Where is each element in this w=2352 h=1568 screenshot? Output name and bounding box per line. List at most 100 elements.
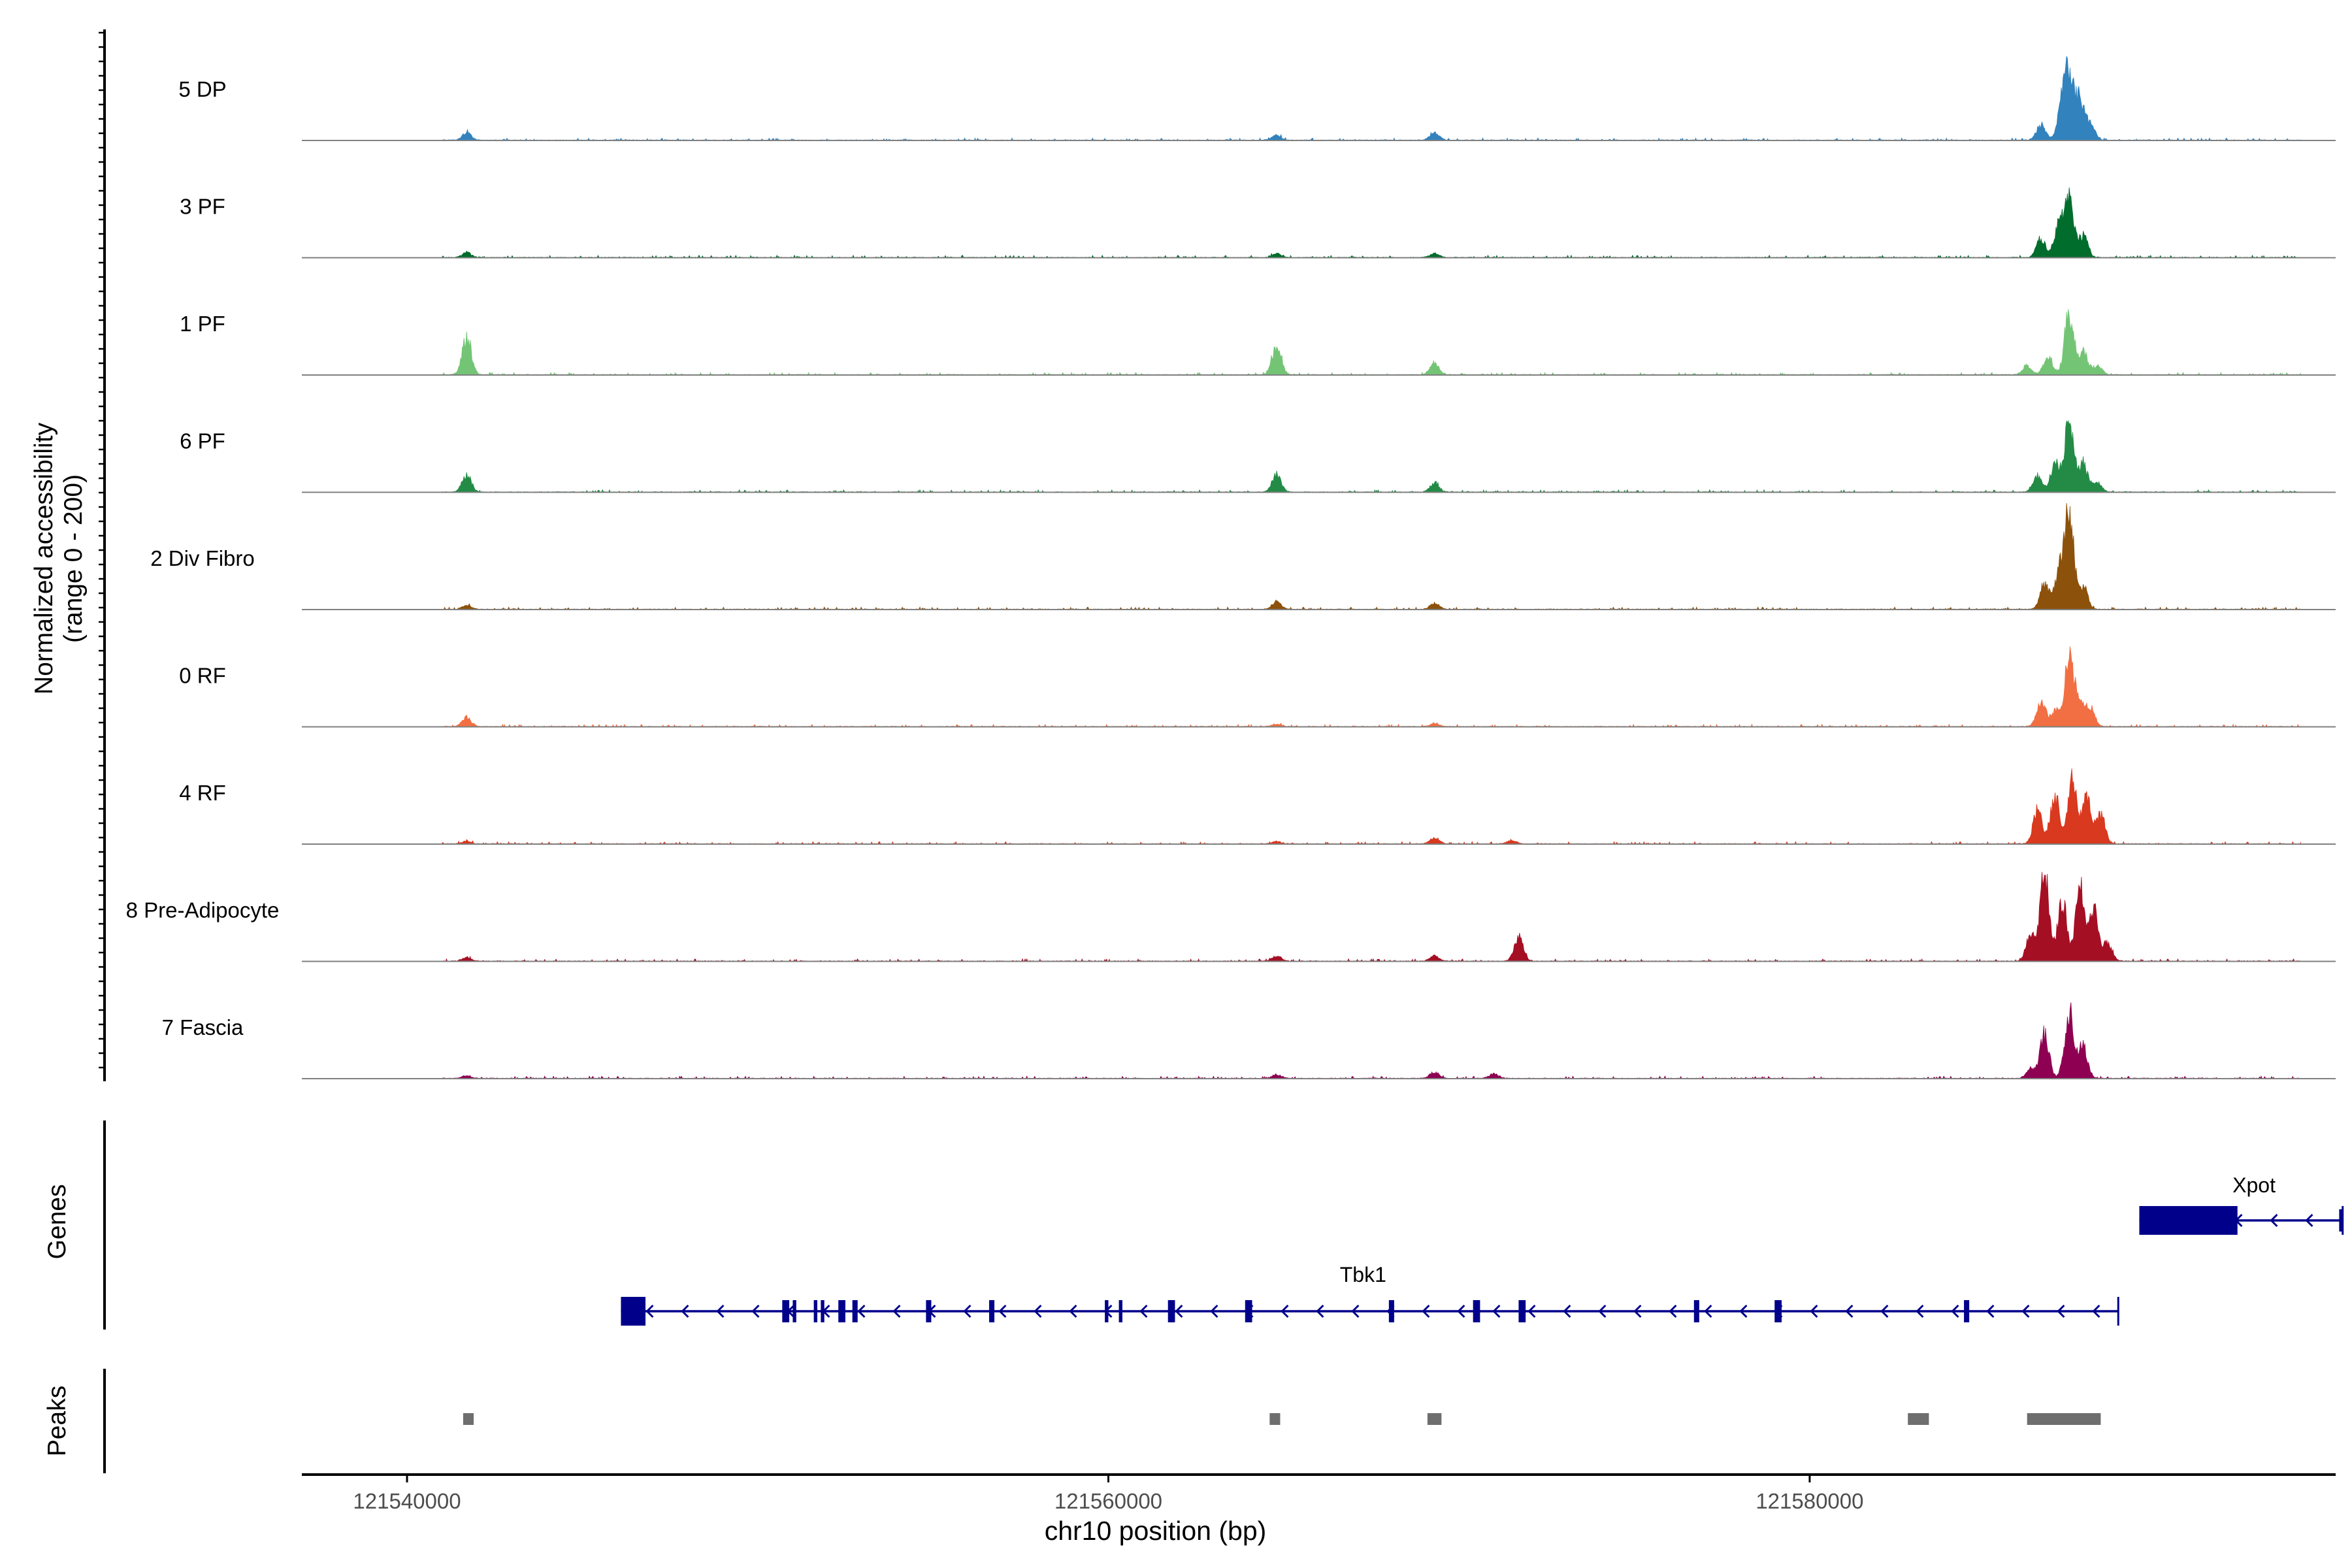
strand-arrow xyxy=(2057,1304,2065,1318)
exon-block xyxy=(782,1300,790,1322)
coverage-track: 8 Pre-Adipocyte xyxy=(126,872,2336,962)
coverage-track: 5 DP xyxy=(178,56,2336,141)
strand-arrow xyxy=(2305,1213,2313,1228)
x-tick-label: 121560000 xyxy=(1054,1489,1162,1513)
coverage-area xyxy=(442,872,2301,962)
exon-block xyxy=(1473,1300,1480,1322)
exon-block xyxy=(838,1300,845,1322)
coverage-area xyxy=(442,768,2301,845)
coverage-area xyxy=(442,503,2301,610)
track-label: 6 PF xyxy=(180,429,225,453)
exon-block xyxy=(821,1300,825,1322)
exon-block xyxy=(2139,1206,2238,1235)
x-tick-label: 121540000 xyxy=(353,1489,461,1513)
strand-arrow xyxy=(716,1304,725,1318)
strand-arrow xyxy=(1139,1304,1148,1318)
x-tick-label: 121580000 xyxy=(1756,1489,1863,1513)
exon-block xyxy=(1774,1300,1782,1322)
exon-block xyxy=(1105,1300,1109,1322)
exon-block xyxy=(792,1300,796,1322)
strand-arrow xyxy=(681,1304,689,1318)
exon-block xyxy=(852,1300,858,1322)
strand-arrow xyxy=(1069,1304,1077,1318)
exon-block xyxy=(1693,1300,1699,1322)
accessibility-y-axis xyxy=(99,29,106,1081)
coverage-area xyxy=(442,309,2301,376)
strand-arrow xyxy=(1704,1304,1712,1318)
strand-arrow xyxy=(1422,1304,1430,1318)
strand-arrow xyxy=(1986,1304,1995,1318)
strand-arrow xyxy=(963,1304,972,1318)
coverage-track: 1 PF xyxy=(180,309,2336,376)
peaks-panel xyxy=(103,1369,2101,1473)
strand-arrow xyxy=(1492,1304,1501,1318)
strand-arrow xyxy=(1527,1304,1536,1318)
strand-arrow xyxy=(2021,1304,2030,1318)
strand-arrow xyxy=(1598,1304,1607,1318)
exon-block xyxy=(1518,1300,1526,1322)
genes-panel-label: Genes xyxy=(43,1184,71,1260)
track-label: 4 RF xyxy=(179,781,226,805)
exon-block xyxy=(988,1300,995,1322)
exon-block xyxy=(1388,1300,1394,1322)
peak-region xyxy=(1427,1413,1442,1425)
strand-arrow xyxy=(1034,1304,1042,1318)
strand-arrow xyxy=(1563,1304,1571,1318)
strand-arrow xyxy=(751,1304,760,1318)
coverage-tracks: 5 DP 3 PF 1 PF 6 PF 2 Div Fibro 0 RF 4 RF 8 Pre… xyxy=(126,56,2336,1079)
exon-block xyxy=(621,1297,645,1326)
strand-arrow xyxy=(1845,1304,1854,1318)
peak-region xyxy=(2027,1413,2101,1425)
strand-arrow xyxy=(1880,1304,1889,1318)
track-label: 3 PF xyxy=(180,195,225,219)
track-label: 8 Pre-Adipocyte xyxy=(126,898,280,923)
peak-region xyxy=(1269,1413,1281,1425)
strand-arrow xyxy=(1210,1304,1218,1318)
gene-label: Xpot xyxy=(2232,1173,2276,1197)
x-axis-label: chr10 position (bp) xyxy=(1045,1516,1267,1546)
strand-arrow xyxy=(1281,1304,1289,1318)
track-label: 2 Div Fibro xyxy=(150,546,255,570)
coverage-track: 7 Fascia xyxy=(162,1002,2336,1079)
coverage-track: 0 RF xyxy=(179,646,2336,728)
coverage-track: 3 PF xyxy=(180,187,2336,259)
strand-arrow xyxy=(1633,1304,1642,1318)
strand-arrow xyxy=(645,1304,654,1318)
gene-tbk1: Tbk1 xyxy=(621,1263,2119,1326)
strand-arrow xyxy=(1951,1304,1959,1318)
strand-arrow xyxy=(892,1304,901,1318)
y-axis-range-label: (range 0 - 200) xyxy=(59,474,88,643)
peak-region xyxy=(463,1413,474,1425)
exon-block xyxy=(1964,1300,1970,1322)
coverage-area xyxy=(442,187,2301,259)
exon-block xyxy=(1119,1300,1122,1322)
x-axis: 121540000 121560000 121580000 xyxy=(302,1473,2336,1513)
coverage-track: 2 Div Fibro xyxy=(150,503,2336,610)
exon-block xyxy=(926,1300,932,1322)
exon-block xyxy=(813,1300,817,1322)
strand-arrow xyxy=(1457,1304,1465,1318)
strand-arrow xyxy=(2092,1304,2100,1318)
coverage-track: 6 PF xyxy=(180,419,2336,493)
strand-arrow xyxy=(998,1304,1007,1318)
peak-region xyxy=(1908,1413,1929,1425)
y-axis-label: Normalized accessibility xyxy=(30,422,58,694)
strand-arrow xyxy=(1916,1304,1924,1318)
strand-arrow xyxy=(1810,1304,1818,1318)
exon-block xyxy=(1245,1300,1252,1322)
coverage-area xyxy=(442,56,2301,141)
gene-label: Tbk1 xyxy=(1340,1263,1386,1286)
track-label: 7 Fascia xyxy=(162,1015,244,1039)
gene-annotation-panel: Tbk1 Xpot xyxy=(103,1120,2344,1330)
coverage-area xyxy=(442,1002,2301,1079)
strand-arrow xyxy=(1739,1304,1748,1318)
strand-arrow xyxy=(2270,1213,2278,1228)
strand-arrow xyxy=(1316,1304,1324,1318)
gene-xpot: Xpot xyxy=(2139,1173,2344,1235)
strand-arrow xyxy=(857,1304,866,1318)
track-label: 1 PF xyxy=(180,312,225,336)
exon-block xyxy=(2339,1209,2343,1232)
coverage-track: 4 RF xyxy=(179,768,2336,845)
track-label: 0 RF xyxy=(179,664,226,688)
